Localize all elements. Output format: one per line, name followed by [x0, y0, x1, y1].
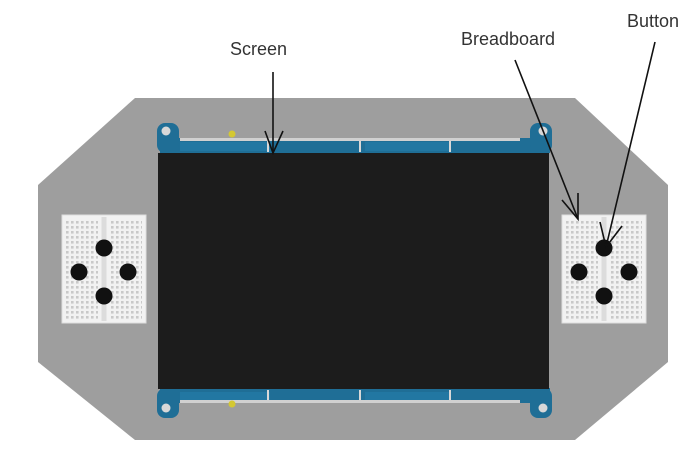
mounting-tab-top-left [157, 123, 179, 153]
bottom-pcb-strip [160, 388, 550, 403]
mounting-tab-bottom-left [157, 388, 179, 418]
button-right-left [119, 263, 137, 281]
button-label: Button [627, 11, 680, 31]
screen-panel [158, 153, 549, 389]
button-left-left [70, 263, 88, 281]
button-left-right [570, 263, 588, 281]
top-pcb-strip [160, 138, 550, 153]
breadboard-label: Breadboard [461, 29, 556, 49]
button-down-left [95, 287, 113, 305]
button-leader-arrow [599, 41, 656, 249]
breadboard-leader-arrow [514, 59, 579, 222]
button-right-right [620, 263, 638, 281]
mounting-tab-bottom-right [530, 388, 552, 418]
breadboard-left [61, 214, 147, 324]
button-up-left [95, 239, 113, 257]
screen-label: Screen [230, 39, 288, 59]
led-indicator-top [228, 130, 236, 138]
screen-leader-arrow [264, 72, 284, 156]
button-down-right [595, 287, 613, 305]
led-indicator-bottom [228, 400, 236, 408]
button-pad-left [70, 239, 137, 305]
